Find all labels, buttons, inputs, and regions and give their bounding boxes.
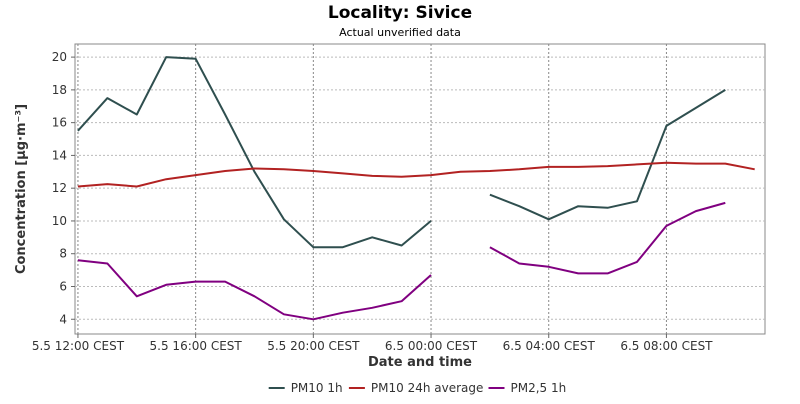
y-tick-label: 16 xyxy=(52,116,67,130)
chart-title: Locality: Sivice xyxy=(328,3,472,23)
plot-area xyxy=(74,43,766,335)
y-tick-label: 14 xyxy=(52,148,67,162)
y-tick-label: 18 xyxy=(52,83,67,97)
y-axis-label: Concentration [µg·m⁻³] xyxy=(14,104,29,274)
y-tick-label: 10 xyxy=(52,214,67,228)
y-axis: 4 6 8 10 12 14 16 18 20 xyxy=(52,50,75,326)
x-tick-label: 6.5 04:00 CEST xyxy=(503,339,596,353)
x-tick-label: 6.5 00:00 CEST xyxy=(385,339,478,353)
series-line-1 xyxy=(77,161,755,188)
legend-label-2: PM2,5 1h xyxy=(511,381,567,395)
x-tick-label: 5.5 20:00 CEST xyxy=(267,339,360,353)
x-tick-label: 5.5 16:00 CEST xyxy=(150,339,243,353)
y-tick-label: 20 xyxy=(52,50,67,64)
series-lines xyxy=(77,56,755,321)
series-line-2 xyxy=(77,201,726,321)
legend-label-0: PM10 1h xyxy=(291,381,343,395)
y-tick-label: 8 xyxy=(59,247,67,261)
y-tick-label: 6 xyxy=(59,279,67,293)
legend: PM10 1h PM10 24h average PM2,5 1h xyxy=(268,381,567,395)
y-tick-label: 12 xyxy=(52,181,67,195)
legend-label-1: PM10 24h average xyxy=(371,381,484,395)
x-tick-label: 6.5 08:00 CEST xyxy=(620,339,713,353)
series-line-0 xyxy=(77,56,726,249)
x-axis-label: Date and time xyxy=(368,355,472,370)
x-axis: 5.5 12:00 CEST 5.5 16:00 CEST 5.5 20:00 CE… xyxy=(32,334,713,353)
x-tick-label: 5.5 12:00 CEST xyxy=(32,339,125,353)
grid xyxy=(75,44,765,334)
chart-subtitle: Actual unverified data xyxy=(339,26,461,39)
y-tick-label: 4 xyxy=(59,312,67,326)
